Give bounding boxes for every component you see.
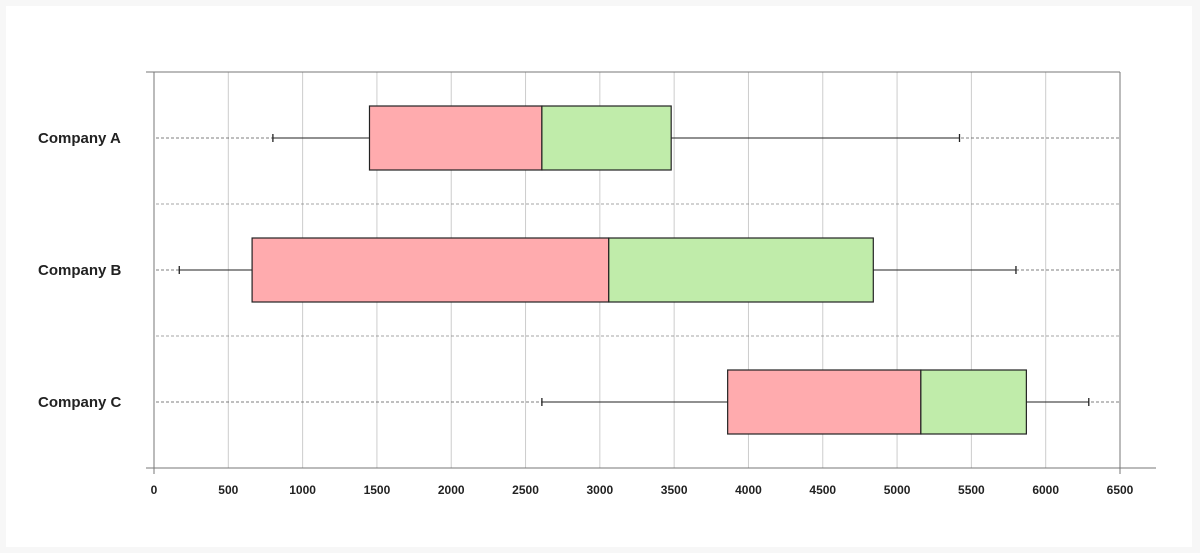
x-tick-label: 500 <box>218 483 238 497</box>
box-upper-half <box>608 237 874 303</box>
x-tick-label: 2500 <box>512 483 539 497</box>
x-tick-label: 3500 <box>661 483 688 497</box>
x-tick-label: 6000 <box>1032 483 1059 497</box>
box-lower-half <box>251 237 610 303</box>
x-tick-label: 3000 <box>586 483 613 497</box>
x-tick-label: 5500 <box>958 483 985 497</box>
box-lower-half <box>727 369 922 435</box>
category-label: Company C <box>38 394 122 411</box>
x-tick-label: 4500 <box>809 483 836 497</box>
chart-container: 0 500 1000 1500 2000 2500 3000 3500 4000 4500 5000… <box>6 6 1192 547</box>
box-plot-chart: 0 500 1000 1500 2000 2500 3000 3500 4000 4500 5000… <box>38 71 1156 497</box>
x-tick-label: 2000 <box>438 483 465 497</box>
x-tick-label: 1500 <box>364 483 391 497</box>
category-label: Company A <box>38 130 121 147</box>
x-tick-label: 4000 <box>735 483 762 497</box>
x-tick-label: 1000 <box>289 483 316 497</box>
box-upper-half <box>541 105 672 171</box>
x-tick-label: 6500 <box>1107 483 1134 497</box>
x-tick-label: 0 <box>151 483 158 497</box>
box-upper-half <box>920 369 1027 435</box>
category-label: Company B <box>38 262 122 279</box>
x-tick-label: 5000 <box>884 483 911 497</box>
box-lower-half <box>368 105 543 171</box>
